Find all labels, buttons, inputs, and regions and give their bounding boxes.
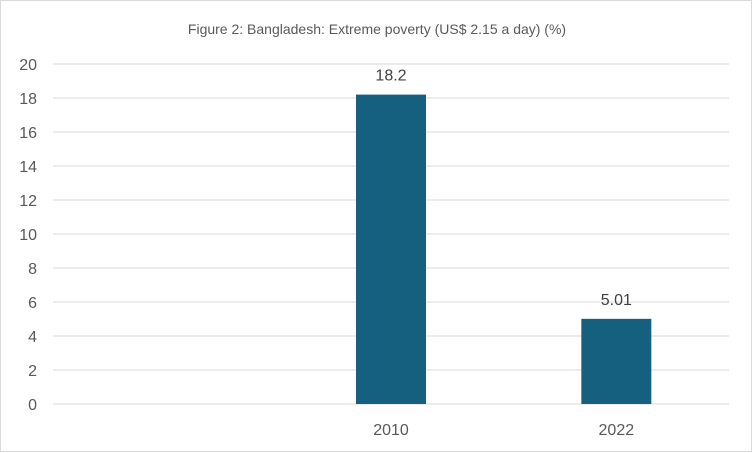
y-tick-label: 10 xyxy=(19,227,37,244)
chart-title: Figure 2: Bangladesh: Extreme poverty (U… xyxy=(188,21,566,37)
y-tick-label: 16 xyxy=(19,125,37,142)
data-labels: 18.2 5.01 xyxy=(375,68,632,309)
bar-2022 xyxy=(581,318,652,404)
y-tick-label: 18 xyxy=(19,91,37,108)
bar-2010 xyxy=(356,94,426,404)
x-tick-label-2010: 2010 xyxy=(373,422,409,439)
data-label-2022: 5.01 xyxy=(601,292,632,309)
x-tick-label-2022: 2022 xyxy=(599,422,635,439)
y-axis: 0 2 4 6 8 10 12 14 16 18 20 xyxy=(19,57,37,414)
y-tick-label: 20 xyxy=(19,57,37,74)
y-tick-label: 2 xyxy=(28,363,37,380)
y-tick-label: 4 xyxy=(28,329,37,346)
y-tick-label: 0 xyxy=(28,397,37,414)
y-tick-label: 12 xyxy=(19,193,37,210)
y-tick-label: 6 xyxy=(28,295,37,312)
x-axis: 2010 2022 xyxy=(373,422,634,439)
y-tick-label: 8 xyxy=(28,261,37,278)
bars xyxy=(356,94,652,404)
y-tick-label: 14 xyxy=(19,159,37,176)
data-label-2010: 18.2 xyxy=(375,68,406,85)
